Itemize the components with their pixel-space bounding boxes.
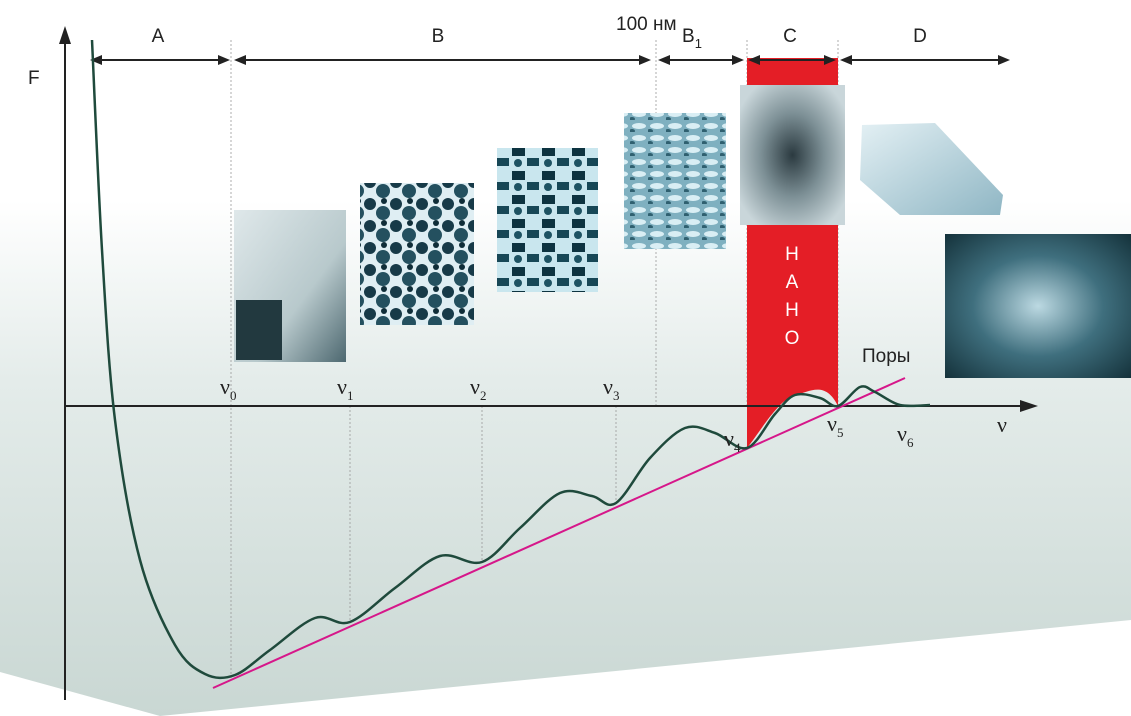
- nano-letter: О: [785, 328, 800, 349]
- region-letter: B: [432, 26, 445, 47]
- region-letter: C: [783, 26, 797, 47]
- image: [497, 148, 598, 292]
- region-letter: D: [913, 26, 927, 47]
- region-label: D: [913, 26, 927, 47]
- page: F ν ABB1CD 100 нм Поры НАНО ν0ν1ν2ν3ν4ν5…: [0, 0, 1131, 716]
- region-label: A: [152, 26, 165, 47]
- region-subscript: 1: [695, 36, 702, 51]
- x-axis-label: ν: [997, 412, 1007, 437]
- diagram: F ν ABB1CD 100 нм Поры НАНО ν0ν1ν2ν3ν4ν5…: [0, 0, 1131, 716]
- nu-symbol: ν: [724, 426, 734, 451]
- nu-symbol: ν: [220, 374, 230, 399]
- nu-symbol: ν: [470, 374, 480, 399]
- nano-letter: Н: [785, 300, 799, 321]
- image: [360, 183, 474, 325]
- nu-subscript: 6: [907, 435, 914, 450]
- nu-subscript: 1: [347, 388, 354, 403]
- image: [236, 300, 282, 360]
- image: [740, 85, 845, 225]
- nano-letter: А: [786, 272, 799, 293]
- region-label: B: [432, 26, 445, 47]
- nu-subscript: 2: [480, 388, 487, 403]
- pores-label: Поры: [862, 346, 910, 367]
- nu-subscript: 5: [837, 425, 844, 440]
- nu-subscript: 4: [734, 440, 741, 455]
- region-label: B1: [682, 26, 702, 51]
- nano-letter: Н: [785, 244, 799, 265]
- nu-symbol: ν: [827, 411, 837, 436]
- image: [945, 234, 1131, 378]
- nu-symbol: ν: [603, 374, 613, 399]
- region-letter: A: [152, 26, 165, 47]
- image: [624, 113, 726, 249]
- region-label: C: [783, 26, 797, 47]
- nu-subscript: 3: [613, 388, 620, 403]
- scale-label: 100 нм: [616, 14, 677, 35]
- nu-symbol: ν: [337, 374, 347, 399]
- nu-subscript: 0: [230, 388, 237, 403]
- nu-symbol: ν: [897, 421, 907, 446]
- y-axis-label: F: [28, 68, 40, 89]
- region-letter: B: [682, 26, 695, 47]
